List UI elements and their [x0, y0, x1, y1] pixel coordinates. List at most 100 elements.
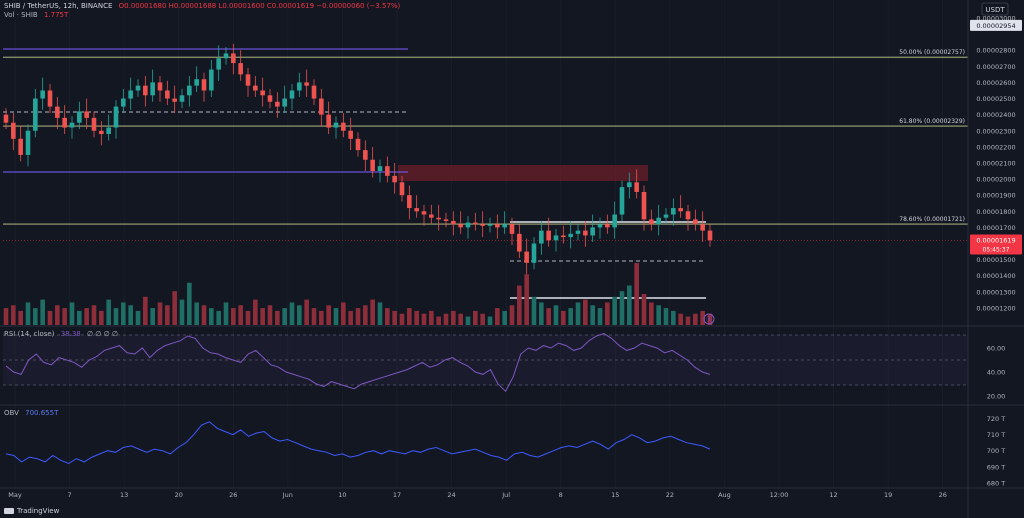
time-tick-label: 17 [393, 491, 401, 499]
volume-bar [282, 308, 287, 325]
volume-bar [355, 308, 361, 325]
price-tick-label: 0.00002700 [976, 63, 1015, 71]
candle-body [47, 90, 53, 107]
candle-body [355, 138, 361, 151]
candle-body [663, 214, 669, 218]
volume-label[interactable]: Vol · SHIB [4, 11, 38, 19]
time-tick-label: 12 [829, 491, 837, 499]
volume-bar [634, 263, 639, 325]
volume-bar [121, 302, 126, 325]
candle-body [634, 182, 639, 192]
volume-bar [216, 310, 221, 325]
candle-body [319, 98, 324, 115]
volume-bar [619, 291, 625, 325]
volume-bar [707, 313, 713, 325]
candle-body [260, 90, 265, 96]
candle-body [216, 58, 221, 70]
candle-body [25, 130, 31, 155]
candle-body [40, 90, 45, 99]
obv-tick-label: 720 T [987, 415, 1005, 423]
volume-bar [693, 313, 698, 325]
time-axis[interactable]: May 7 13 20 26 Jun 10 17 24 Jul 8 15 22 Aug 12:00 12 19 2… [8, 491, 947, 499]
volume-bar [304, 299, 309, 325]
candle-body [267, 95, 273, 102]
volume-bar [231, 308, 236, 325]
volume-bar [553, 305, 559, 325]
rsi-tick-label: 20.00 [987, 393, 1006, 401]
obv-label[interactable]: OBV [4, 409, 19, 417]
candle-body [480, 224, 485, 226]
volume-bar [47, 310, 53, 325]
price-tick-label: 0.00001500 [976, 256, 1015, 264]
obv-value: 700.655T [25, 409, 59, 417]
volume-bar [128, 305, 133, 325]
volume-bar [605, 302, 610, 325]
rsi-label[interactable]: RSI (14, close) [4, 330, 55, 338]
volume-bar [568, 308, 573, 325]
candle-body [546, 230, 551, 241]
volume-bar [69, 302, 75, 325]
symbol-title[interactable]: SHIB / TetherUS, 12h, BINANCE [4, 2, 113, 10]
supply-zone [398, 165, 648, 181]
candle-body [55, 106, 60, 118]
rsi-panel [3, 333, 968, 393]
volume-value: 1.775T [43, 11, 69, 19]
candle-body [172, 98, 177, 102]
volume-bar [509, 305, 515, 325]
volume-bar [77, 310, 82, 325]
rsi-value: 38.38 [60, 330, 81, 338]
fib-label: 50.00% (0.00002757) [899, 49, 965, 56]
volume-bar [671, 310, 676, 325]
volume-bar [524, 274, 529, 325]
candle-body [187, 85, 192, 96]
ohlc-values: O0.00001680 H0.00001688 L0.00001600 C0.0… [118, 2, 401, 10]
volume-bar [363, 305, 368, 325]
time-tick-label: 15 [611, 491, 619, 499]
rsi-tick-label: 60.00 [987, 345, 1006, 353]
candle-body [385, 166, 390, 176]
volume-bar [18, 310, 23, 325]
price-tick-label: 0.00002200 [976, 143, 1015, 151]
volume-bar [275, 310, 280, 325]
alert-icon[interactable]: ⓓ [703, 313, 715, 325]
volume-bar [656, 305, 661, 325]
volume-bar [297, 305, 302, 325]
obv-panel [5, 421, 711, 465]
price-tick-label: 0.00002954 [976, 22, 1015, 30]
volume-bar [289, 302, 295, 325]
volume-bar [194, 302, 199, 325]
volume-bar [3, 308, 9, 325]
volume-bar [201, 305, 207, 325]
volume-bar [91, 305, 97, 325]
candle-body [590, 227, 595, 236]
candle-body [678, 208, 683, 212]
volume-bar [223, 302, 229, 325]
time-tick-label: 24 [447, 491, 455, 499]
candle-body [165, 90, 170, 99]
volume-bar [583, 299, 588, 325]
volume-bar [700, 310, 705, 325]
candle-body [238, 63, 243, 75]
volume-bar [377, 302, 383, 325]
volume-bar [451, 310, 456, 325]
grid-lines [14, 0, 944, 488]
volume-bar [414, 310, 419, 325]
volume-bar [311, 308, 317, 325]
time-tick-label: 26 [229, 491, 237, 499]
volume-bar [480, 313, 485, 325]
candle-body [128, 90, 133, 99]
price-tag-high [970, 19, 1022, 31]
candle-body [377, 166, 383, 172]
candle-body [509, 224, 515, 234]
time-tick-label: 12:00 [770, 491, 789, 499]
obv-tick-label: 680 T [987, 479, 1005, 487]
candle-body [209, 69, 214, 91]
candle-body [304, 82, 309, 86]
volume-bar [612, 296, 617, 325]
tradingview-logo[interactable]: TradingView [4, 507, 59, 515]
candle-body [553, 235, 559, 241]
time-tick-label: Aug [718, 491, 731, 499]
volume-bar [399, 313, 405, 325]
